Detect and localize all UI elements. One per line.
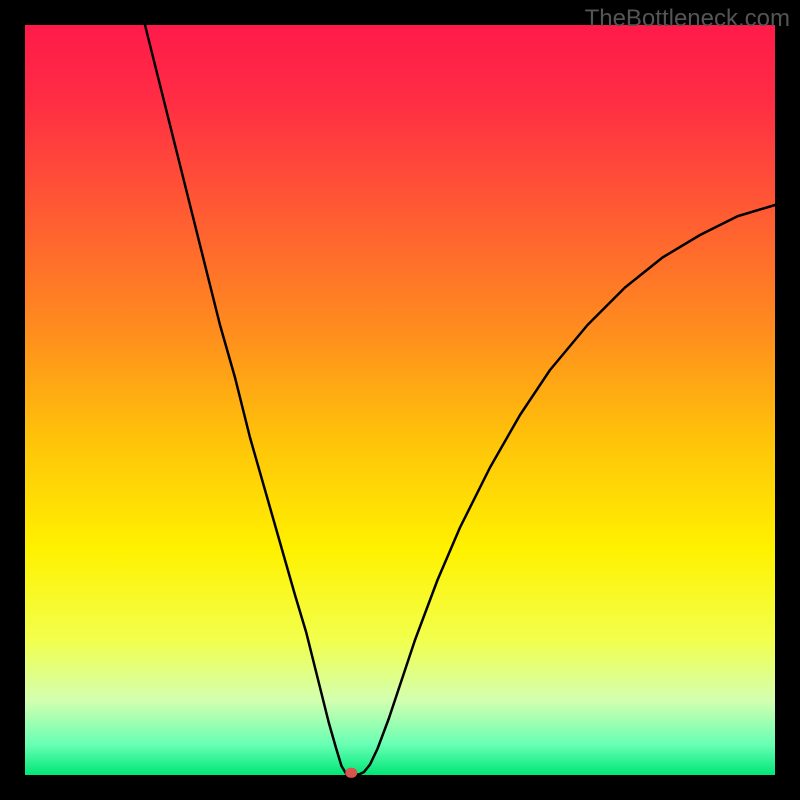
watermark-text: TheBottleneck.com — [585, 5, 790, 33]
bottleneck-chart — [0, 0, 800, 800]
chart-frame: TheBottleneck.com — [0, 0, 800, 800]
plot-background — [25, 25, 775, 775]
chart-svg-container — [0, 0, 800, 800]
optimal-point-marker — [345, 768, 357, 778]
